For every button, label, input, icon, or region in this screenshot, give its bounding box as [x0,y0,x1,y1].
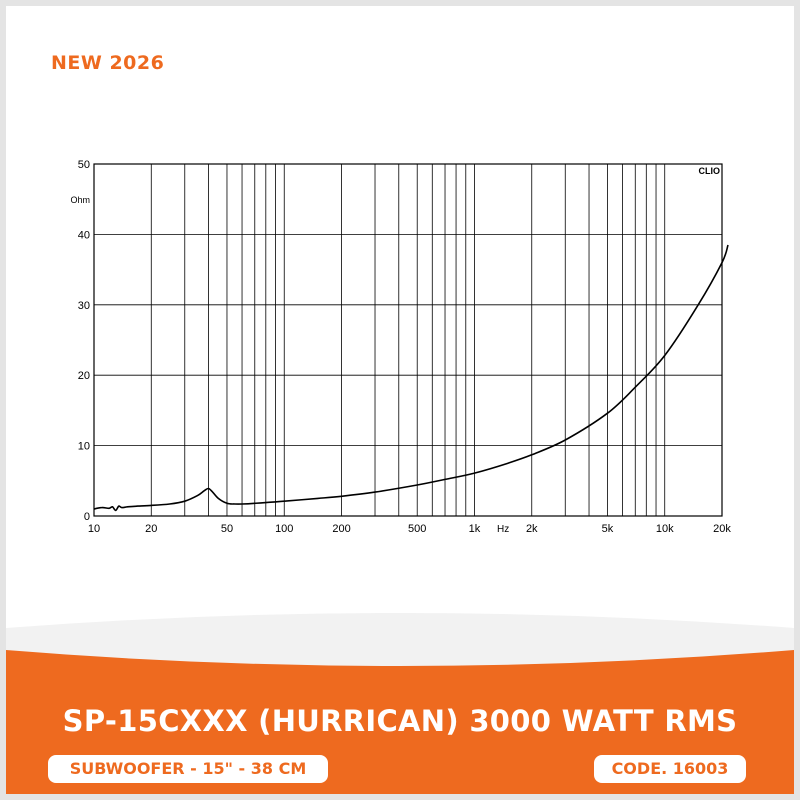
y-tick-label: 30 [78,300,90,312]
x-tick-label: 1k [469,523,481,535]
plot-frame [93,163,723,517]
y-tick-label: 20 [78,370,90,382]
y-tick-label: 10 [78,441,90,453]
product-spec-pill: SUBWOOFER - 15" - 38 CM [48,755,328,783]
new-badge: NEW 2026 [51,52,165,74]
y-tick-label: 40 [78,229,90,241]
x-tick-label: 20k [713,523,731,535]
chart-watermark: CLIO [699,166,721,176]
x-tick-label: 20 [145,523,157,535]
x-tick-label: 200 [332,523,350,535]
x-tick-label: 500 [408,523,426,535]
x-tick-label: 2k [526,523,538,535]
x-tick-label: 10k [656,523,674,535]
y-axis-label: Ohm [70,195,90,205]
x-tick-label: 5k [602,523,614,535]
product-title: SP-15CXXX (HURRICAN) 3000 WATT RMS [62,704,738,738]
y-tick-label: 0 [84,511,90,523]
chart-grid [94,164,722,516]
chart-marks [93,244,729,512]
x-axis-label: Hz [497,524,509,535]
impedance-curve [93,244,729,512]
x-tick-label: 50 [221,523,233,535]
x-tick-label: 10 [88,523,100,535]
product-code-pill: CODE. 16003 [594,755,746,783]
product-card: NEW 2026 0 10 20 30 40 50 Ohm 10 20 50 100 200 500 1k… [6,6,794,794]
y-tick-label: 50 [78,159,90,171]
x-tick-label: 100 [275,523,293,535]
